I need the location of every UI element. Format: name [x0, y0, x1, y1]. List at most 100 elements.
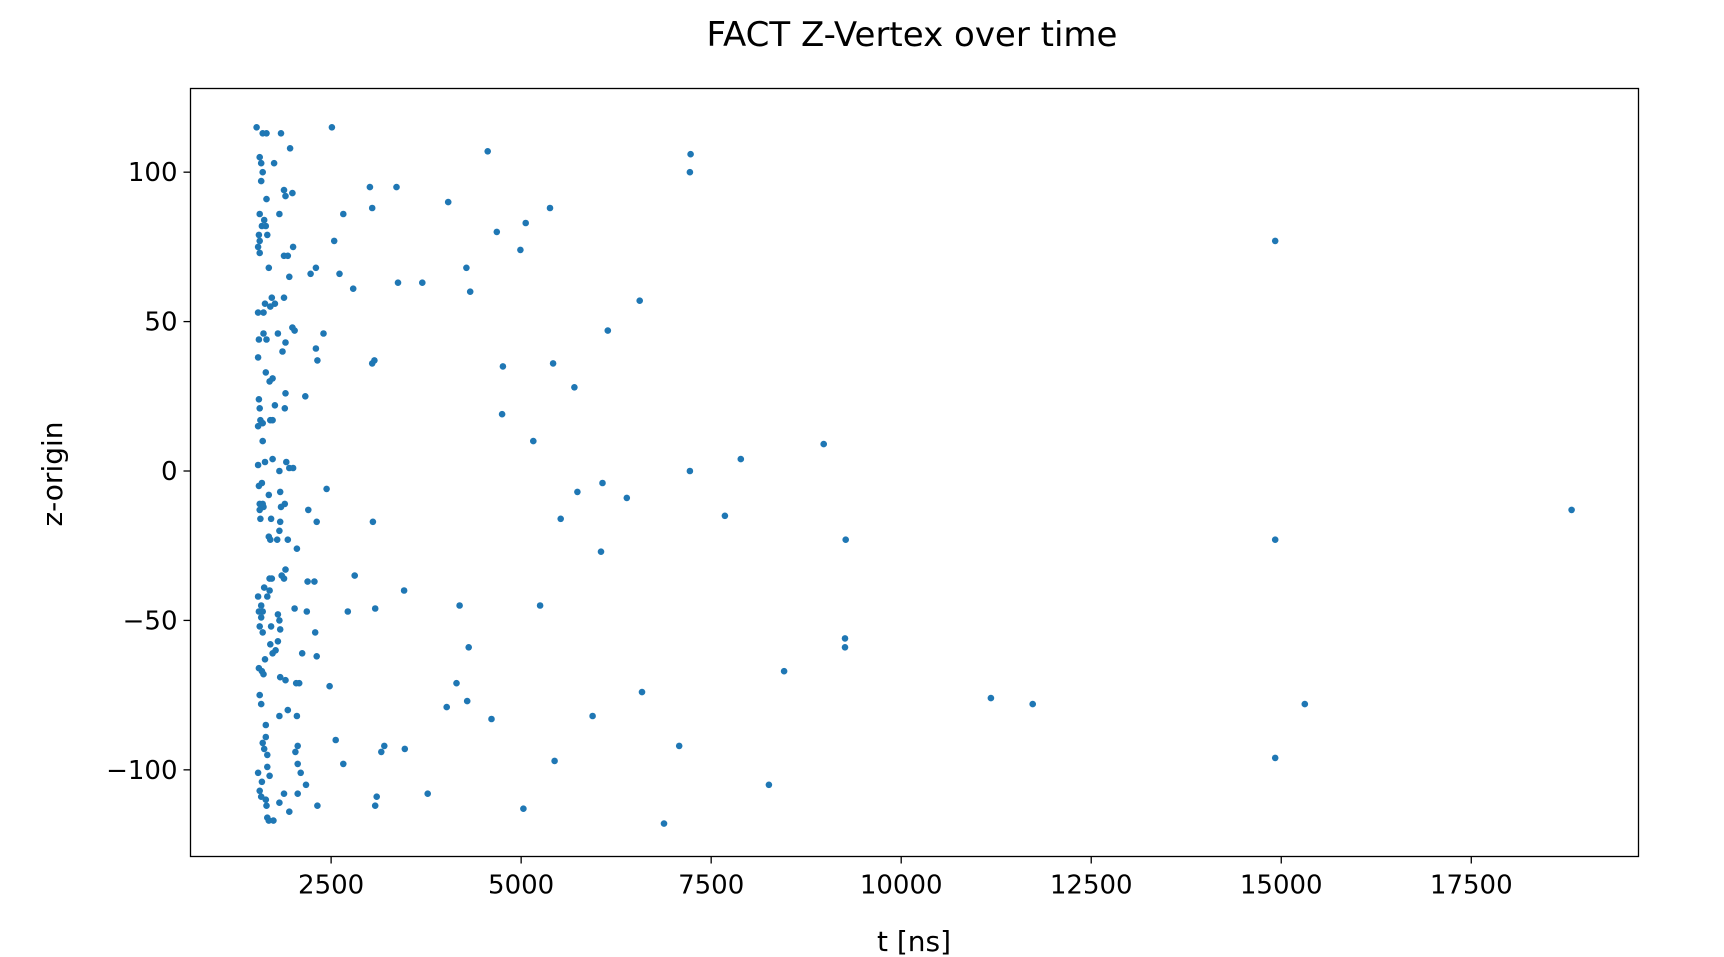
- data-point: [276, 518, 284, 526]
- data-point: [349, 285, 357, 293]
- data-point: [282, 339, 289, 346]
- data-point: [276, 617, 283, 624]
- data-point: [312, 345, 320, 352]
- data-point: [546, 204, 554, 212]
- data-point: [286, 273, 293, 281]
- data-point: [328, 124, 336, 131]
- data-point: [257, 159, 265, 167]
- data-point: [277, 130, 285, 137]
- data-point: [574, 488, 581, 496]
- data-point: [282, 566, 289, 573]
- data-point: [284, 252, 292, 260]
- data-point: [765, 781, 773, 789]
- data-point: [1271, 536, 1279, 543]
- data-point: [841, 635, 849, 642]
- data-point: [623, 494, 631, 502]
- data-point: [279, 348, 286, 355]
- data-point: [261, 458, 269, 466]
- data-point: [267, 303, 274, 310]
- data-point: [259, 629, 267, 636]
- data-point: [257, 614, 265, 621]
- x-tick-label: 7500: [678, 871, 744, 901]
- data-point: [264, 763, 271, 771]
- data-point: [276, 527, 283, 535]
- data-point: [1271, 237, 1279, 245]
- data-point: [289, 189, 296, 197]
- data-point: [278, 572, 286, 579]
- data-point: [255, 231, 263, 239]
- data-point: [254, 243, 262, 251]
- data-point: [394, 279, 402, 287]
- data-point: [463, 264, 470, 272]
- data-point: [274, 611, 282, 618]
- data-point: [256, 405, 264, 412]
- data-point: [255, 336, 263, 343]
- data-point: [257, 602, 265, 609]
- data-point: [686, 168, 694, 176]
- data-point: [311, 578, 318, 585]
- data-point: [289, 243, 297, 251]
- x-axis-label: t [ns]: [877, 925, 951, 957]
- data-point: [1029, 700, 1036, 708]
- data-point: [260, 584, 268, 591]
- data-point: [255, 396, 263, 403]
- data-point: [263, 336, 270, 343]
- data-point: [371, 357, 378, 364]
- data-point: [314, 802, 321, 809]
- data-point: [282, 676, 289, 684]
- data-point: [256, 153, 264, 161]
- data-point: [371, 605, 379, 612]
- data-point: [284, 536, 292, 543]
- x-tick-label: 5000: [488, 871, 554, 901]
- data-point: [737, 455, 745, 463]
- data-point: [263, 130, 270, 137]
- data-point: [266, 772, 273, 780]
- data-point: [276, 712, 283, 720]
- y-axis-label: z-origin: [36, 421, 69, 526]
- data-points: [253, 124, 1575, 827]
- data-point: [265, 264, 273, 272]
- data-point: [589, 712, 596, 720]
- data-point: [304, 578, 311, 585]
- data-point: [381, 742, 388, 750]
- data-point: [302, 393, 309, 400]
- data-point: [303, 608, 311, 615]
- data-point: [263, 195, 270, 203]
- data-point: [313, 518, 321, 526]
- y-tick-label: −100: [106, 756, 177, 786]
- data-point: [320, 330, 327, 337]
- data-point: [271, 402, 279, 409]
- data-point: [292, 679, 300, 687]
- data-point: [254, 309, 262, 316]
- data-point: [841, 644, 849, 651]
- data-point: [266, 378, 273, 385]
- data-point: [307, 270, 314, 278]
- data-point: [780, 667, 788, 675]
- data-point: [270, 817, 277, 824]
- data-point: [259, 608, 267, 615]
- data-point: [276, 799, 283, 806]
- data-point: [266, 587, 273, 594]
- data-point: [253, 124, 260, 131]
- data-point: [263, 802, 270, 809]
- data-point: [260, 330, 267, 337]
- data-point: [721, 512, 729, 520]
- data-point: [259, 168, 267, 176]
- data-point: [340, 210, 347, 218]
- data-point: [371, 802, 379, 809]
- data-point: [443, 703, 451, 711]
- data-point: [256, 787, 264, 795]
- data-point: [314, 357, 321, 364]
- data-point: [557, 515, 564, 523]
- data-point: [254, 461, 262, 469]
- data-point: [257, 700, 265, 708]
- data-point: [312, 264, 320, 272]
- data-point: [344, 608, 352, 615]
- data-point: [297, 769, 305, 777]
- data-point: [282, 390, 289, 397]
- x-tick-label: 2500: [298, 871, 364, 901]
- data-point: [313, 653, 321, 660]
- data-point: [254, 769, 262, 777]
- data-point: [393, 183, 400, 191]
- data-point: [289, 464, 297, 472]
